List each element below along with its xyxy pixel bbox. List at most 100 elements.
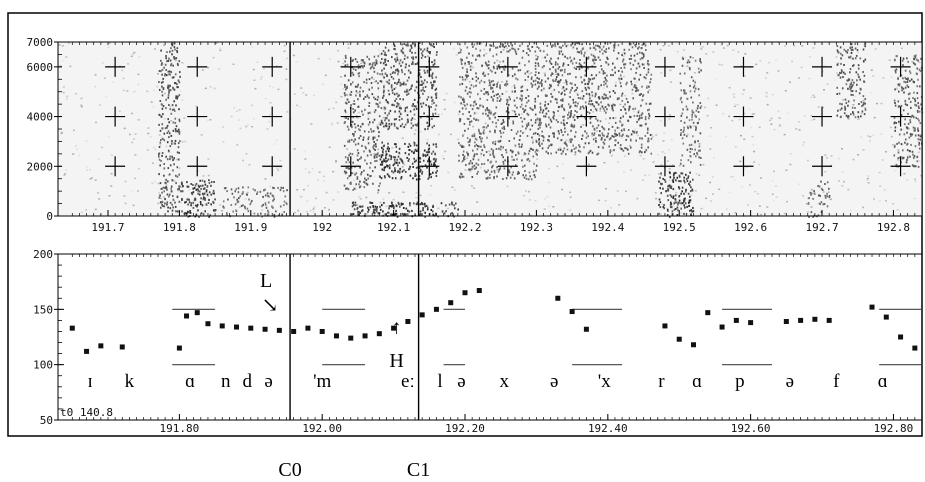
spectrogram-energy-cell: [692, 101, 694, 104]
spectrogram-noise: [147, 132, 150, 135]
spectrogram-energy-cell: [843, 48, 846, 51]
spectrogram-energy-cell: [167, 96, 170, 99]
spectrogram-energy-cell: [489, 48, 491, 51]
spectrogram-energy-cell: [492, 98, 494, 101]
spectrogram-energy-cell: [396, 83, 398, 86]
spectrogram-energy-cell: [286, 189, 288, 192]
spectrogram-energy-cell: [575, 61, 578, 64]
spectrogram-noise: [511, 159, 513, 161]
pitch-reference-lines: [172, 308, 922, 366]
spectrogram-noise: [355, 43, 358, 45]
spectrogram-noise: [238, 109, 241, 111]
spectrogram-energy-cell: [426, 49, 429, 52]
spectrogram-energy-cell: [680, 129, 682, 131]
spectrogram-energy-cell: [395, 204, 398, 207]
spectrogram-energy-cell: [168, 89, 171, 92]
spectrogram-energy-cell: [261, 215, 263, 218]
spectrogram-energy-cell: [513, 110, 516, 113]
spectrogram-noise: [80, 104, 83, 106]
spectrogram-energy-cell: [426, 142, 428, 145]
spectrogram-energy-cell: [500, 123, 503, 125]
spectrogram-energy-cell: [612, 109, 614, 112]
spectrogram-noise: [296, 104, 298, 107]
spectrogram-noise: [264, 178, 267, 180]
spectrogram-energy-cell: [599, 134, 601, 137]
spectrogram-noise: [313, 206, 316, 208]
spectrogram-energy-cell: [539, 119, 541, 122]
spectrogram-energy-cell: [396, 171, 399, 173]
spectrogram-energy-cell: [399, 157, 402, 160]
spectrogram-energy-cell: [689, 147, 692, 150]
spectrogram-energy-cell: [252, 188, 255, 191]
spectrogram-energy-cell: [192, 206, 195, 209]
spectrogram-energy-cell: [509, 49, 511, 51]
spectrogram-energy-cell: [900, 114, 903, 117]
spectrogram-noise: [170, 120, 173, 122]
spectrogram-energy-cell: [590, 99, 593, 102]
spectrogram-x-tick-label: 192.1: [377, 221, 410, 234]
spectrogram-energy-cell: [917, 111, 919, 114]
spectrogram-energy-cell: [354, 204, 357, 207]
spectrogram-energy-cell: [366, 162, 368, 165]
spectrogram-energy-cell: [475, 58, 477, 61]
spectrogram-energy-cell: [847, 87, 850, 90]
spectrogram-energy-cell: [621, 135, 623, 138]
spectrogram-noise: [285, 68, 288, 70]
spectrogram-energy-cell: [188, 201, 191, 204]
spectrogram-energy-cell: [840, 52, 842, 55]
spectrogram-energy-cell: [582, 105, 584, 108]
spectrogram-energy-cell: [468, 123, 471, 126]
spectrogram-energy-cell: [918, 143, 920, 146]
spectrogram-energy-cell: [521, 85, 524, 88]
spectrogram-energy-cell: [185, 201, 187, 203]
spectrogram-energy-cell: [385, 125, 388, 128]
spectrogram-noise: [383, 84, 386, 87]
spectrogram-energy-cell: [534, 176, 536, 179]
spectrogram-energy-cell: [169, 73, 171, 76]
spectrogram-energy-cell: [508, 171, 511, 174]
spectrogram-energy-cell: [674, 198, 677, 201]
spectrogram-energy-cell: [919, 122, 922, 125]
spectrogram-noise: [628, 145, 631, 147]
spectrogram-energy-cell: [176, 62, 179, 65]
spectrogram-energy-cell: [514, 144, 517, 147]
spectrogram-energy-cell: [354, 130, 356, 133]
spectrogram-noise: [309, 209, 312, 212]
spectrogram-energy-cell: [362, 60, 365, 63]
spectrogram-energy-cell: [683, 92, 686, 95]
spectrogram-energy-cell: [391, 213, 394, 216]
spectrogram-noise: [473, 214, 476, 216]
spectrogram-noise: [662, 140, 665, 142]
spectrogram-noise: [236, 110, 238, 113]
spectrogram-noise: [824, 171, 827, 173]
spectrogram-energy-cell: [600, 84, 602, 87]
spectrogram-energy-cell: [388, 93, 391, 96]
spectrogram-noise: [207, 66, 210, 69]
spectrogram-energy-cell: [495, 46, 497, 49]
spectrogram-energy-cell: [690, 190, 692, 193]
spectrogram-energy-cell: [680, 159, 682, 162]
spectrogram-energy-cell: [625, 83, 627, 86]
spectrogram-noise: [276, 167, 279, 169]
spectrogram-energy-cell: [345, 166, 348, 169]
spectrogram-energy-cell: [174, 48, 176, 51]
spectrogram-noise: [648, 174, 651, 176]
spectrogram-noise: [402, 191, 405, 193]
spectrogram-noise: [149, 135, 152, 138]
spectrogram-energy-cell: [184, 201, 186, 204]
spectrogram-energy-cell: [863, 74, 866, 77]
spectrogram-energy-cell: [410, 126, 413, 129]
spectrogram-noise: [862, 149, 865, 151]
spectrogram-energy-cell: [489, 49, 491, 52]
spectrogram-noise: [622, 131, 625, 133]
spectrogram-energy-cell: [164, 63, 167, 66]
spectrogram-energy-cell: [426, 166, 428, 169]
spectrogram-energy-cell: [604, 138, 606, 141]
spectrogram-energy-cell: [558, 81, 560, 84]
spectrogram-energy-cell: [689, 195, 691, 198]
spectrogram-noise: [101, 62, 104, 64]
spectrogram-energy-cell: [644, 77, 647, 80]
spectrogram-noise: [651, 136, 654, 138]
spectrogram-noise: [398, 105, 401, 107]
spectrogram-energy-cell: [598, 97, 601, 100]
